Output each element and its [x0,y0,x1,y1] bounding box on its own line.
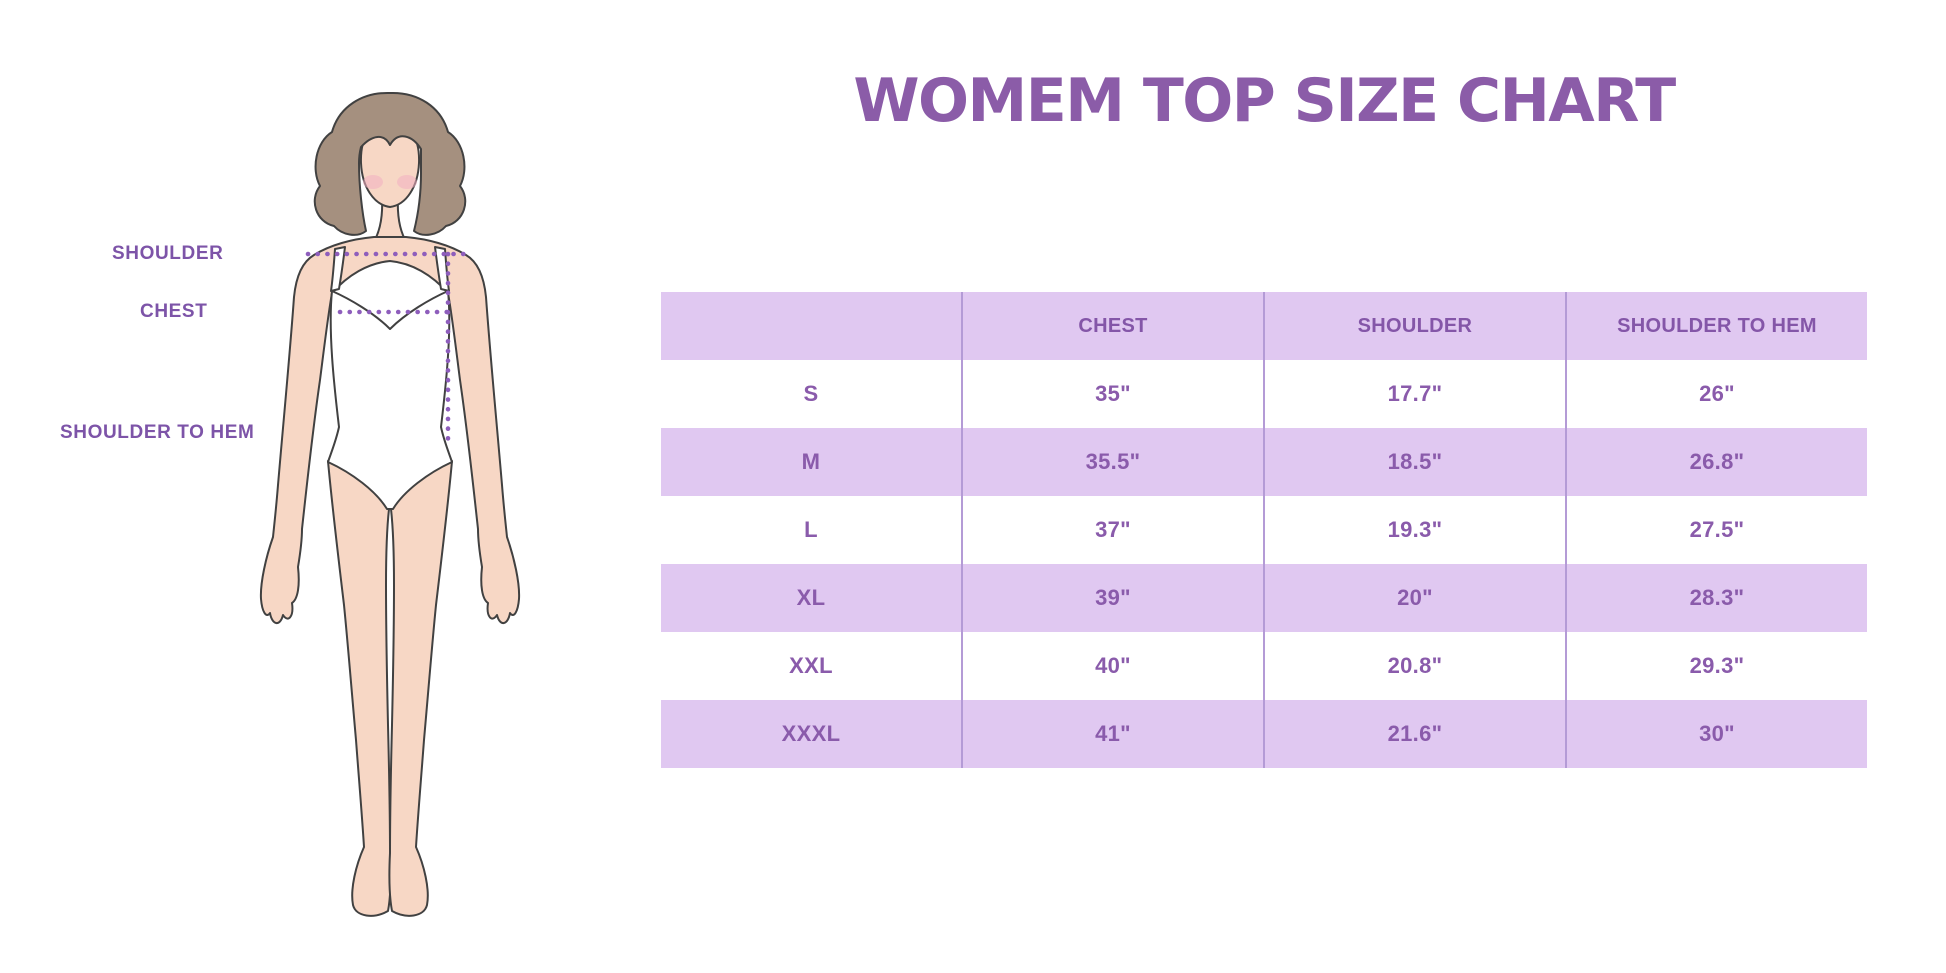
header-cell-shoulder-to-hem: SHOULDER TO HEM [1564,292,1867,360]
size-label: XL [796,585,826,610]
label-shoulder: SHOULDER [112,243,224,264]
figure-camisole [327,290,453,510]
header-cell-chest: CHEST [961,292,1264,360]
table-header-row: CHEST SHOULDER SHOULDER TO HEM [661,292,1867,360]
size-chart-table: CHEST SHOULDER SHOULDER TO HEM S 35" 17.… [661,292,1867,768]
table-row-l: L 37" 19.3" 27.5" [661,496,1867,564]
table-row-xl: XL 39" 20" 28.3" [661,564,1867,632]
header-cell-shoulder: SHOULDER [1262,292,1566,360]
shoulder-value: 18.5" [1262,428,1566,496]
blush-left [363,175,383,189]
chest-value: 39" [961,564,1264,632]
blush-right [397,175,417,189]
chest-value: 40" [961,632,1264,700]
figure-leg-left [327,460,392,917]
table-row-xxl: XXL 40" 20.8" 29.3" [661,632,1867,700]
table-row-xxxl: XXXL 41" 21.6" 30" [661,700,1867,768]
page-title: WOMEM TOP SIZE CHART [853,66,1676,136]
header-cell-empty [661,292,962,360]
size-label: L [804,517,818,542]
figure-leg-right [388,460,453,917]
shoulder-to-hem-value: 30" [1564,700,1867,768]
chest-value: 35" [961,360,1264,428]
woman-figure-illustration [259,91,521,917]
camisole-strap-left [330,246,346,292]
figure-arms-shoulders [259,236,521,624]
label-chest: CHEST [140,301,208,322]
figure-hair [313,91,467,236]
size-label: M [801,449,821,474]
shoulder-to-hem-value: 26" [1564,360,1867,428]
size-label: S [803,381,819,406]
shoulder-value: 20.8" [1262,632,1566,700]
shoulder-value: 19.3" [1262,496,1566,564]
chest-value: 35.5" [961,428,1264,496]
shoulder-to-hem-value: 28.3" [1564,564,1867,632]
shoulder-to-hem-value: 26.8" [1564,428,1867,496]
shoulder-to-hem-value: 29.3" [1564,632,1867,700]
shoulder-value: 20" [1262,564,1566,632]
size-label: XXXL [781,721,841,746]
size-label: XXL [789,653,833,678]
shoulder-value: 21.6" [1262,700,1566,768]
shoulder-value: 17.7" [1262,360,1566,428]
shoulder-to-hem-value: 27.5" [1564,496,1867,564]
chest-value: 37" [961,496,1264,564]
chest-value: 41" [961,700,1264,768]
table-row-s: S 35" 17.7" 26" [661,360,1867,428]
table-row-m: M 35.5" 18.5" 26.8" [661,428,1867,496]
label-shoulder-to-hem: SHOULDER TO HEM [60,422,255,443]
